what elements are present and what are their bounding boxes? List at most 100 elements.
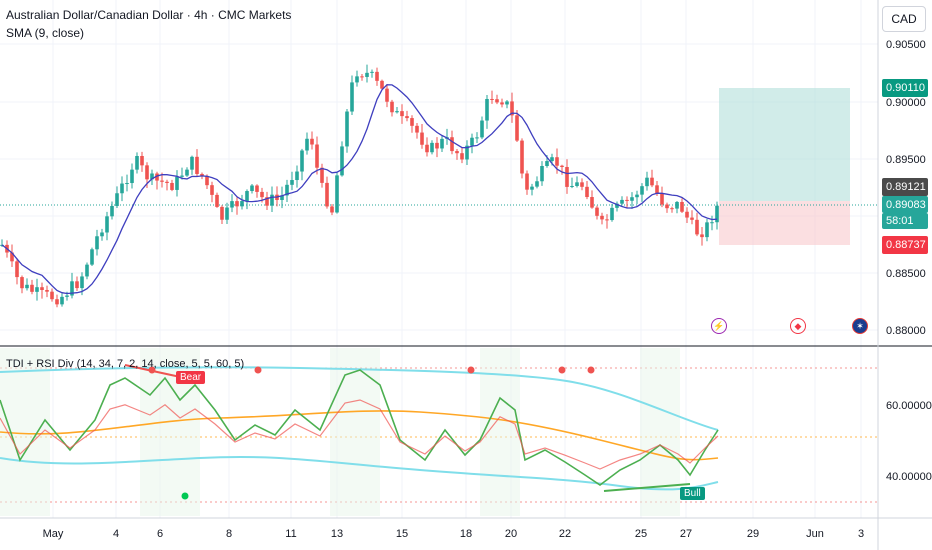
candle-body [430, 142, 434, 153]
bull-signal-label: Bull [680, 487, 705, 500]
upper-volatility-band [0, 366, 719, 431]
candle-body [175, 176, 179, 190]
candle-body [365, 72, 369, 77]
price-axis-tick: 0.89500 [886, 154, 926, 166]
candle-body [160, 180, 164, 182]
indicator-axis-tick: 40.00000 [886, 471, 932, 483]
candle-body [345, 111, 349, 147]
trade-signal-line [0, 399, 719, 470]
candle-body [255, 185, 259, 192]
candle-body [95, 236, 99, 250]
candle-body [190, 156, 194, 170]
candle-body [695, 219, 699, 235]
time-axis-label: 6 [157, 528, 163, 540]
candle-body [585, 186, 589, 198]
canada-flag-icon[interactable]: ◆ [790, 318, 806, 334]
candle-body [595, 207, 599, 216]
candle-body [495, 99, 499, 103]
candle-body [165, 181, 169, 183]
time-axis-label: 29 [747, 528, 759, 540]
candle-body [180, 175, 184, 177]
bear-signal-dot [587, 366, 595, 374]
lightning-icon[interactable]: ⚡ [711, 318, 727, 334]
candle-body [105, 216, 109, 233]
candle-body [425, 144, 429, 153]
candle-body [390, 101, 394, 113]
candle-body [350, 82, 354, 112]
sma-legend[interactable]: SMA (9, close) [6, 26, 85, 40]
candle-body [645, 177, 649, 187]
candle-body [260, 191, 264, 198]
price-axis-tick: 0.88500 [886, 268, 926, 280]
candle-body [490, 98, 494, 100]
candle-body [305, 138, 309, 151]
time-axis-label: 3 [858, 528, 864, 540]
candle-body [30, 284, 34, 292]
stop-zone [719, 201, 850, 245]
candle-body [10, 252, 14, 262]
market-baseline [0, 410, 719, 461]
candle-body [130, 169, 134, 184]
candle-body [205, 175, 209, 186]
candle-body [310, 138, 314, 145]
candle-body [55, 299, 59, 305]
candle-body [620, 199, 624, 204]
australia-flag-icon[interactable]: ✶ [852, 318, 868, 334]
candle-body [635, 194, 639, 198]
time-axis-label: 25 [635, 528, 647, 540]
sma-line [1, 84, 718, 295]
candle-body [15, 261, 19, 278]
candle-body [90, 249, 94, 265]
candle-body [145, 165, 149, 180]
candle-body [700, 234, 704, 238]
candle-body [525, 173, 529, 190]
bear-signal-label: Bear [176, 371, 206, 384]
time-axis-label: 22 [559, 528, 571, 540]
candle-body [545, 161, 549, 167]
candle-body [110, 205, 114, 217]
candle-body [45, 289, 49, 292]
candle-body [690, 217, 694, 220]
bear-signal-dot [254, 366, 262, 374]
symbol-title[interactable]: Australian Dollar/Canadian Dollar · 4h ·… [6, 8, 292, 22]
candle-body [685, 211, 689, 218]
time-axis-label: 4 [113, 528, 119, 540]
candle-body [150, 173, 154, 180]
candle-body [75, 281, 79, 289]
candle-body [535, 181, 539, 187]
candle-body [270, 194, 274, 206]
time-axis-label: May [43, 528, 64, 540]
tdi-legend[interactable]: TDI + RSI Div (14, 34, 7, 2, 14, close, … [6, 358, 245, 370]
candle-body [290, 180, 294, 185]
currency-selector[interactable]: CAD [882, 6, 926, 32]
candle-body [665, 204, 669, 209]
candle-body [705, 222, 709, 238]
candle-body [420, 132, 424, 145]
candle-body [380, 80, 384, 89]
candle-body [235, 201, 239, 207]
target-zone [719, 88, 850, 201]
candle-body [220, 206, 224, 220]
candle-body [515, 115, 519, 141]
candle-body [360, 76, 364, 78]
time-axis-label: 8 [226, 528, 232, 540]
last-price-tag: 0.89083 [882, 196, 928, 213]
candle-body [570, 185, 574, 187]
stop-price-tag: 0.88737 [882, 236, 928, 254]
candle-body [65, 295, 69, 297]
candle-body [650, 177, 654, 186]
candle-body [400, 111, 404, 117]
candle-body [285, 184, 289, 196]
candle-body [185, 169, 189, 176]
time-axis-label: 18 [460, 528, 472, 540]
time-axis-label: Jun [806, 528, 824, 540]
candle-body [610, 207, 614, 221]
price-axis-tick: 0.90000 [886, 97, 926, 109]
time-axis-label: 13 [331, 528, 343, 540]
candle-body [370, 71, 374, 73]
high-price-tag: 0.89121 [882, 178, 928, 196]
candle-body [480, 120, 484, 138]
candle-body [200, 173, 204, 176]
candle-body [405, 116, 409, 119]
